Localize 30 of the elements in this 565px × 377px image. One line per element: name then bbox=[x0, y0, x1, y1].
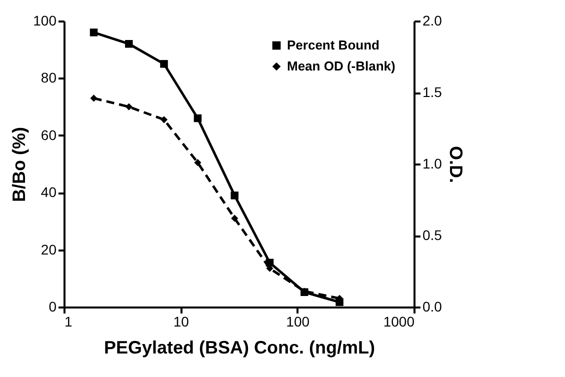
y2-tick-label: 1.0 bbox=[422, 156, 442, 172]
y2-tick-label: 0.0 bbox=[422, 298, 442, 314]
y-tick-label: 40 bbox=[40, 184, 57, 200]
point bbox=[90, 94, 98, 102]
point bbox=[194, 114, 202, 122]
x-tick-label: 1 bbox=[64, 314, 72, 330]
y2-axis-title: O.D. bbox=[446, 146, 466, 184]
x-tick-label: 10 bbox=[173, 314, 190, 330]
x-tick-label: 1000 bbox=[383, 314, 415, 330]
y-tick-label: 20 bbox=[40, 241, 57, 258]
point bbox=[230, 192, 238, 200]
legend-label: Percent Bound bbox=[287, 38, 380, 52]
y-axis-title: B/Bo (%) bbox=[9, 127, 30, 202]
y2-tick-label: 0.5 bbox=[422, 227, 442, 243]
point bbox=[125, 40, 133, 48]
y-tick-label: 80 bbox=[40, 70, 57, 86]
point bbox=[90, 28, 98, 36]
x-tick-label: 100 bbox=[286, 314, 310, 330]
point bbox=[194, 159, 202, 166]
point bbox=[160, 60, 168, 68]
point bbox=[231, 214, 238, 222]
y-tick-label: 100 bbox=[33, 12, 57, 28]
x-axis-title: PEGylated (BSA) Conc. (ng/mL) bbox=[104, 338, 376, 358]
point bbox=[160, 116, 168, 124]
y-tick-label: 0 bbox=[48, 298, 57, 314]
legend-label: Mean OD (-Blank) bbox=[287, 58, 396, 74]
y2-tick-label: 1.5 bbox=[422, 84, 442, 100]
point bbox=[125, 103, 132, 110]
y-tick-label: 60 bbox=[40, 126, 57, 143]
y2-tick-label: 2.0 bbox=[422, 12, 442, 28]
